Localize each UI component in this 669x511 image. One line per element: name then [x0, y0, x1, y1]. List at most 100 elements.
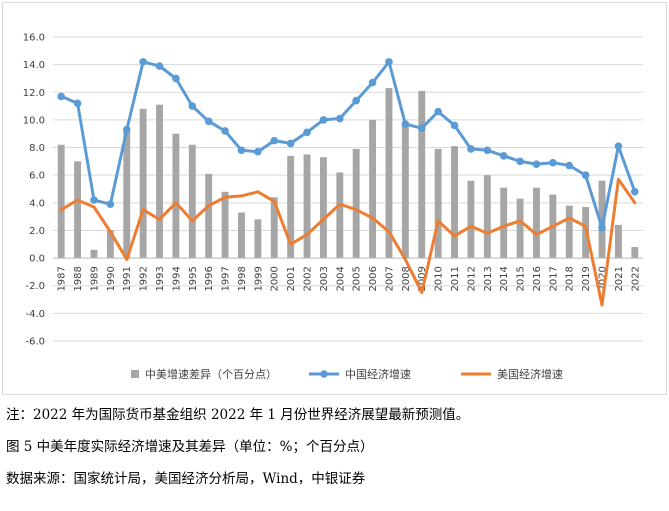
bar	[598, 180, 606, 259]
bar	[483, 175, 491, 259]
y-tick-label: 14.0	[23, 60, 45, 71]
data-point	[106, 200, 115, 208]
data-point	[385, 58, 393, 66]
x-tick-label: 2019	[581, 266, 592, 291]
data-point	[434, 107, 442, 116]
x-tick-label: 1992	[139, 266, 150, 291]
x-tick-label: 2022	[630, 266, 641, 291]
data-point	[254, 147, 262, 156]
data-point	[286, 139, 295, 148]
x-tick-label: 2005	[352, 266, 363, 291]
y-tick-label: 12.0	[23, 88, 45, 99]
data-point	[450, 121, 459, 130]
data-point	[139, 58, 147, 66]
bar	[172, 133, 180, 259]
bar	[139, 108, 147, 259]
bar	[434, 148, 442, 259]
bar	[221, 191, 229, 259]
data-point	[631, 187, 639, 196]
bar	[500, 187, 508, 259]
x-tick-label: 2003	[319, 266, 330, 291]
x-tick-label: 2021	[614, 266, 625, 291]
data-point	[516, 157, 524, 166]
x-tick-label: 1991	[122, 266, 133, 291]
x-tick-label: 1987	[57, 266, 68, 291]
y-tick-label: 16.0	[23, 33, 45, 44]
data-point	[204, 117, 213, 126]
x-tick-label: 1999	[253, 266, 264, 291]
x-tick-label: 2010	[434, 266, 445, 291]
x-tick-label: 2013	[483, 266, 494, 291]
data-point	[122, 125, 131, 134]
bar	[188, 144, 196, 259]
bar	[451, 146, 458, 259]
x-tick-label: 1989	[89, 266, 100, 291]
y-tick-label: -4.0	[25, 309, 45, 320]
bar	[254, 219, 262, 259]
bar	[205, 173, 213, 259]
y-tick-label: -2.0	[25, 281, 45, 292]
data-point	[614, 142, 623, 150]
legend-swatch	[131, 370, 139, 378]
data-point	[467, 145, 475, 153]
x-tick-label: 2015	[516, 266, 527, 291]
legend-label: 中国经济增速	[345, 367, 411, 381]
x-tick-label: 2017	[548, 266, 559, 291]
x-tick-label: 2004	[335, 266, 346, 291]
x-tick-label: 1990	[106, 266, 117, 291]
x-tick-label: 1997	[221, 266, 232, 291]
x-tick-label: 1998	[237, 266, 248, 291]
x-tick-label: 2009	[417, 266, 428, 291]
x-tick-label: 2014	[499, 266, 510, 291]
bar	[123, 129, 131, 259]
y-tick-label: 0.0	[29, 254, 45, 265]
data-point	[417, 124, 426, 132]
bar	[418, 90, 426, 259]
data-point	[172, 74, 180, 83]
data-point	[368, 78, 377, 87]
x-tick-label: 2016	[532, 266, 543, 291]
data-point	[221, 127, 229, 135]
x-tick-label: 1994	[171, 266, 182, 291]
data-point	[483, 146, 492, 155]
data-point	[73, 99, 82, 108]
x-tick-label: 1988	[73, 266, 84, 291]
bar	[352, 148, 360, 259]
bar	[614, 224, 622, 259]
x-tick-label: 2006	[368, 266, 379, 291]
data-point	[336, 114, 344, 123]
data-point	[581, 171, 590, 179]
data-point	[270, 136, 279, 145]
figure-caption: 图 5 中美年度实际经济增速及其差异（单位：%；个百分点）	[6, 439, 374, 455]
data-point	[499, 152, 508, 160]
bar	[270, 197, 278, 259]
y-tick-label: 6.0	[29, 171, 45, 182]
bar	[156, 104, 163, 259]
x-tick-label: 2002	[303, 266, 314, 291]
data-point	[565, 161, 574, 170]
data-point	[549, 158, 557, 167]
y-tick-label: 4.0	[29, 198, 45, 209]
legend-label: 中美增速差异（个百分点）	[145, 367, 277, 381]
x-tick-label: 1996	[204, 266, 215, 291]
bar	[287, 155, 295, 259]
bar	[533, 187, 540, 259]
y-tick-label: 8.0	[29, 143, 45, 154]
x-tick-label: 1995	[188, 266, 199, 291]
data-point	[188, 102, 197, 110]
data-point	[401, 120, 410, 128]
bar	[90, 249, 98, 259]
data-point	[352, 96, 360, 105]
bar	[369, 119, 377, 259]
bar	[385, 88, 393, 259]
bar	[74, 161, 82, 259]
x-tick-label: 2020	[598, 266, 609, 291]
data-point	[532, 160, 541, 168]
data-point	[303, 128, 311, 137]
y-tick-label: 10.0	[23, 115, 45, 126]
x-tick-label: 2011	[450, 266, 461, 291]
x-tick-label: 2000	[270, 266, 281, 291]
data-point	[57, 92, 65, 101]
bar	[631, 247, 639, 259]
bar	[238, 212, 245, 259]
